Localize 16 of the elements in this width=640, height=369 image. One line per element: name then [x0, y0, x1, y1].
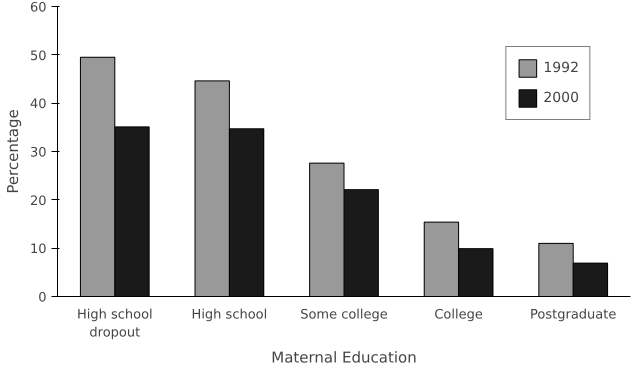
y-tick-label: 30 [30, 146, 47, 160]
y-tick-label: 20 [30, 194, 47, 209]
y-tick-label: 40 [30, 97, 47, 112]
x-tick-label: Postgraduate [530, 308, 616, 322]
y-tick-label: 10 [30, 242, 47, 258]
legend-label: 1992 [543, 60, 579, 76]
x-tick-label: High school [192, 308, 268, 322]
y-tick-label: 50 [30, 48, 47, 64]
x-tick-label: High school dropout [76, 308, 153, 340]
x-tick-label: Some college [300, 308, 388, 322]
x-axis-title: Maternal Education [271, 348, 417, 366]
y-tick-label: 60 [30, 0, 47, 16]
x-tick-label: College [434, 308, 483, 322]
y-axis-title: Percentage [4, 109, 22, 194]
y-tick-label: 0 [38, 290, 47, 306]
legend-label: 2000 [543, 90, 579, 106]
